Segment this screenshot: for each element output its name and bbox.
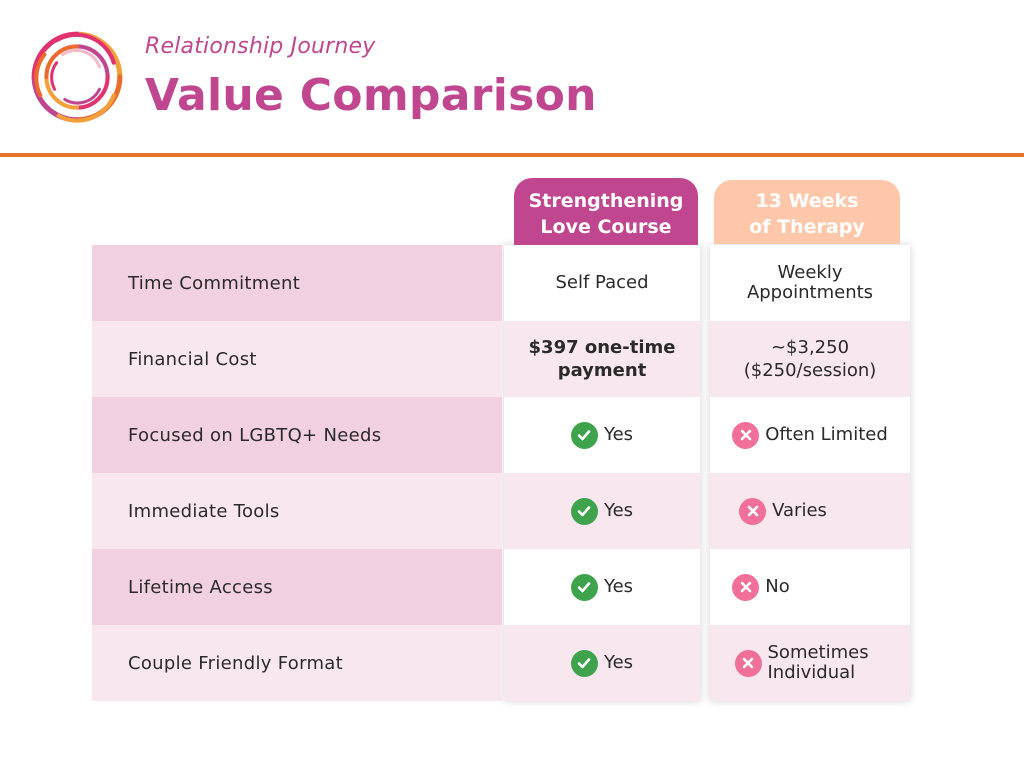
therapy-column-header: 13 Weeks of Therapy [714,180,900,244]
cross-icon [739,497,767,525]
check-icon [570,649,598,677]
row-label: Financial Cost [92,321,502,397]
row-label: Couple Friendly Format [92,625,502,701]
swirl-logo-icon [31,31,123,123]
comparison-table: Time Commitment Self Paced Weekly Appoin… [92,245,910,701]
check-icon [570,421,598,449]
therapy-value: Sometimes Individual [710,625,910,701]
header-divider [0,153,1024,157]
check-icon [570,497,598,525]
row-label: Lifetime Access [92,549,502,625]
table-row: Financial Cost $397 one-time payment ~$3… [92,321,910,397]
course-value: Yes [504,473,700,549]
table-row: Lifetime Access Yes No [92,549,910,625]
check-icon [570,573,598,601]
row-label: Focused on LGBTQ+ Needs [92,397,502,473]
therapy-value: Weekly Appointments [710,245,910,321]
course-value: Yes [504,397,700,473]
page-title: Value Comparison [145,70,597,121]
cross-icon [734,649,762,677]
therapy-value: No [710,549,910,625]
course-column-header: Strengthening Love Course [514,178,698,246]
course-value: Self Paced [504,245,700,321]
therapy-value: Often Limited [710,397,910,473]
cross-icon [732,573,760,601]
row-label: Time Commitment [92,245,502,321]
cross-icon [732,421,760,449]
therapy-value: Varies [710,473,910,549]
table-row: Time Commitment Self Paced Weekly Appoin… [92,245,910,321]
table-row: Focused on LGBTQ+ Needs Yes Often Limite… [92,397,910,473]
page-subtitle: Relationship Journey [145,34,376,59]
table-row: Immediate Tools Yes Varies [92,473,910,549]
table-row: Couple Friendly Format Yes Sometimes Ind… [92,625,910,701]
course-value: Yes [504,625,700,701]
course-value: Yes [504,549,700,625]
course-value: $397 one-time payment [504,321,700,397]
therapy-value: ~$3,250 ($250/session) [710,321,910,397]
row-label: Immediate Tools [92,473,502,549]
